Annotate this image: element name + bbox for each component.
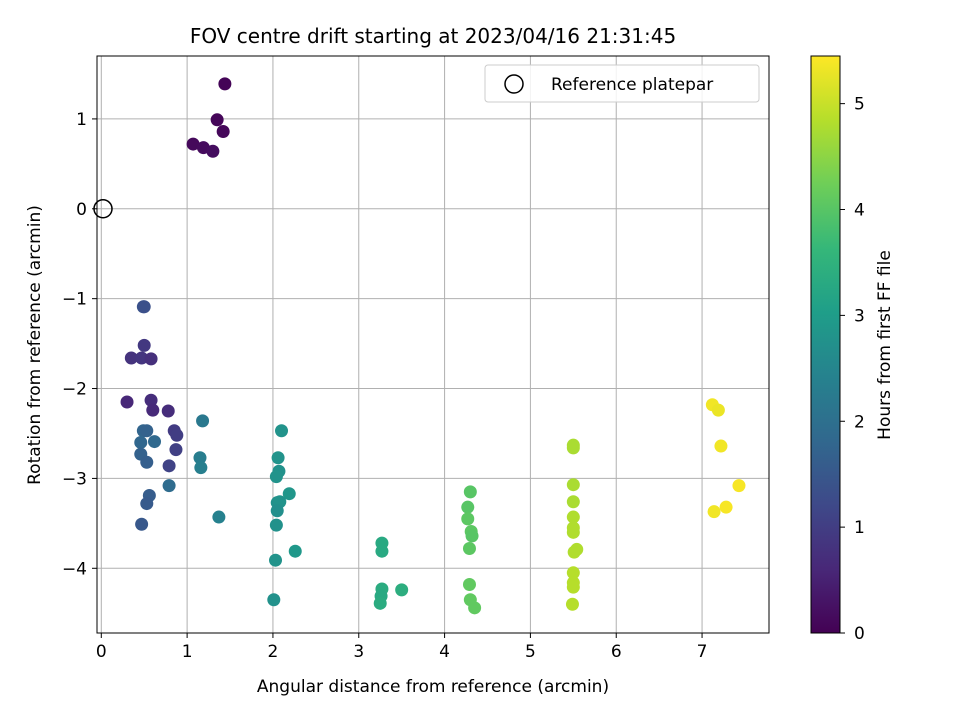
data-point (193, 451, 207, 465)
x-tick-label: 4 (439, 642, 450, 662)
data-point (566, 566, 580, 580)
data-point (462, 542, 476, 556)
data-point (135, 351, 149, 365)
data-point (566, 580, 580, 594)
data-point (270, 504, 284, 518)
colorbar: 0 1 2 3 4 5 Hours from first FF file (810, 55, 895, 644)
data-point (140, 455, 154, 469)
data-point (144, 352, 158, 366)
data-point (566, 510, 580, 524)
data-point (395, 583, 409, 597)
legend-label: Reference platepar (551, 75, 713, 95)
y-tick-label: −1 (62, 290, 87, 310)
data-point (465, 529, 479, 543)
y-tick-label: −4 (62, 559, 87, 579)
colorbar-tick-label: 0 (854, 624, 865, 644)
y-tick-label: −3 (62, 469, 87, 489)
colorbar-gradient (810, 55, 841, 634)
colorbar-tick-label: 4 (854, 201, 865, 221)
data-point (375, 544, 389, 558)
data-point (373, 596, 387, 610)
y-axis-ticks: 1 0 −1 −2 −3 −4 (62, 110, 97, 579)
colorbar-tick-label: 5 (854, 95, 865, 115)
x-tick-label: 1 (182, 642, 193, 662)
data-point (271, 451, 285, 465)
data-point (194, 461, 208, 475)
data-point (148, 435, 162, 449)
data-point (732, 479, 746, 493)
x-tick-label: 5 (525, 642, 536, 662)
data-point (275, 424, 289, 438)
data-point (269, 470, 283, 484)
data-point (135, 517, 149, 531)
data-point (162, 459, 176, 473)
data-point (137, 300, 151, 314)
x-tick-label: 6 (611, 642, 622, 662)
colorbar-tick-label: 2 (854, 412, 865, 432)
legend-box (484, 64, 760, 103)
data-point (463, 485, 477, 499)
x-tick-label: 7 (697, 642, 708, 662)
data-point (210, 113, 224, 127)
chart-title: FOV centre drift starting at 2023/04/16 … (190, 24, 676, 48)
data-point (267, 593, 281, 607)
data-point (140, 497, 154, 511)
data-point (146, 403, 160, 417)
legend: Reference platepar (484, 64, 760, 103)
data-point (137, 338, 151, 352)
data-point (565, 597, 579, 611)
data-point (566, 525, 580, 539)
x-tick-label: 0 (96, 642, 107, 662)
colorbar-tick-label: 3 (854, 306, 865, 326)
y-axis-label: Rotation from reference (arcmin) (25, 205, 45, 485)
data-point (566, 478, 580, 492)
data-point (140, 424, 154, 438)
data-point (566, 441, 580, 455)
colorbar-label: Hours from first FF file (875, 250, 895, 440)
data-point (212, 510, 226, 524)
data-point (461, 500, 475, 514)
data-point (462, 577, 476, 591)
data-point (269, 518, 283, 532)
y-tick-label: −2 (62, 380, 87, 400)
data-point (144, 393, 158, 407)
data-point (714, 439, 728, 453)
data-point (170, 428, 184, 442)
data-point (567, 545, 581, 559)
data-point (162, 479, 176, 493)
plot-frame (96, 55, 770, 634)
x-tick-label: 2 (268, 642, 279, 662)
data-point (468, 601, 482, 615)
colorbar-ticks: 0 1 2 3 4 5 (840, 95, 865, 644)
x-axis-label: Angular distance from reference (arcmin) (257, 677, 609, 697)
data-point (461, 512, 475, 526)
data-point (269, 553, 283, 567)
data-point (711, 403, 725, 417)
data-point (566, 495, 580, 509)
data-point (120, 395, 134, 409)
data-point (186, 137, 200, 151)
x-axis-ticks: 0 1 2 3 4 5 6 7 (96, 633, 708, 662)
y-tick-label: 0 (76, 200, 87, 220)
data-point (218, 77, 232, 91)
data-point (169, 443, 183, 457)
data-point (124, 351, 138, 365)
data-point (206, 144, 220, 158)
grid-lines (97, 56, 769, 633)
data-point (196, 414, 210, 428)
legend-marker-icon (504, 74, 524, 94)
data-point (216, 124, 230, 138)
y-tick-label: 1 (76, 110, 87, 130)
x-tick-label: 3 (353, 642, 364, 662)
data-point (719, 500, 733, 514)
data-point (161, 404, 175, 418)
data-points (120, 77, 746, 615)
data-point (282, 487, 296, 501)
data-point (707, 505, 721, 519)
data-point (288, 544, 302, 558)
data-point (134, 435, 148, 449)
colorbar-tick-label: 1 (854, 518, 865, 538)
